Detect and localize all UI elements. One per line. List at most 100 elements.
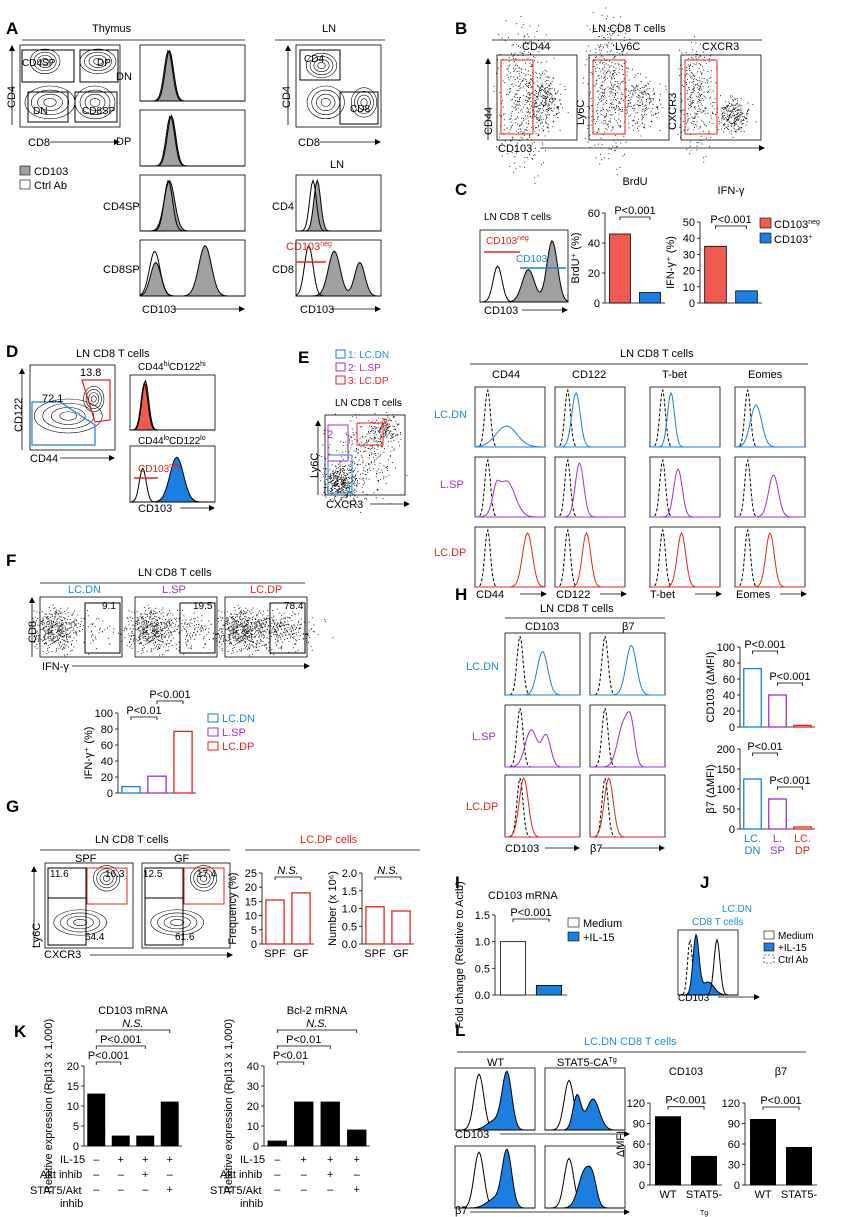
event-dot: [700, 83, 702, 85]
arrowhead-icon: [404, 501, 410, 507]
event-dot: [165, 618, 167, 620]
event-dot: [625, 112, 627, 114]
event-dot: [151, 639, 153, 641]
event-dot: [204, 643, 206, 645]
event-dot: [323, 618, 325, 620]
event-dot: [737, 119, 739, 121]
event-dot: [272, 620, 274, 622]
event-dot: [650, 126, 652, 128]
event-dot: [548, 94, 550, 96]
event-dot: [150, 651, 152, 653]
event-dot: [273, 621, 274, 623]
event-dot: [145, 633, 147, 635]
event-dot: [38, 625, 40, 627]
event-dot: [344, 479, 346, 481]
event-dot: [60, 635, 62, 637]
event-dot: [594, 68, 596, 70]
event-dot: [600, 70, 602, 72]
event-dot: [374, 426, 376, 428]
event-dot: [518, 67, 520, 69]
event-dot: [332, 473, 334, 475]
event-dot: [635, 103, 637, 105]
event-dot: [56, 632, 58, 633]
event-dot: [700, 94, 702, 96]
event-dot: [338, 474, 340, 476]
event-dot: [617, 97, 619, 99]
event-dot: [598, 35, 600, 37]
gate: [144, 897, 184, 946]
event-dot: [281, 625, 283, 627]
event-dot: [690, 72, 692, 73]
event-dot: [551, 94, 553, 96]
event-dot: [525, 129, 527, 130]
event-dot: [333, 498, 335, 500]
event-dot: [349, 501, 351, 503]
event-dot: [602, 115, 604, 117]
event-dot: [540, 62, 542, 64]
event-dot: [75, 624, 77, 626]
event-dot: [726, 126, 728, 128]
event-dot: [359, 414, 361, 416]
event-dot: [618, 102, 620, 104]
event-dot: [622, 93, 624, 95]
event-dot: [377, 437, 379, 439]
event-dot: [350, 469, 352, 471]
event-dot: [247, 630, 249, 632]
event-dot: [232, 648, 234, 649]
event-dot: [524, 104, 526, 106]
event-dot: [36, 630, 38, 632]
event-dot: [166, 644, 168, 646]
event-dot: [289, 617, 291, 618]
event-dot: [605, 122, 607, 124]
event-dot: [79, 623, 81, 625]
event-dot: [690, 96, 692, 98]
event-dot: [704, 56, 705, 58]
event-dot: [683, 113, 685, 115]
event-dot: [378, 429, 380, 431]
event-dot: [200, 630, 202, 632]
event-dot: [309, 637, 311, 639]
event-dot: [230, 638, 232, 640]
event-dot: [280, 646, 282, 648]
event-dot: [655, 112, 656, 114]
event-dot: [363, 445, 365, 447]
event-dot: [237, 626, 239, 628]
event-dot: [227, 651, 229, 653]
event-dot: [529, 94, 531, 95]
event-dot: [534, 57, 536, 59]
gate: [79, 49, 119, 83]
event-dot: [701, 98, 703, 100]
event-dot: [600, 110, 602, 112]
event-dot: [380, 479, 382, 481]
plot-frame: [649, 386, 721, 448]
event-dot: [615, 93, 617, 94]
event-dot: [230, 630, 232, 632]
event-dot: [262, 627, 263, 629]
event-dot: [686, 113, 688, 115]
event-dot: [174, 630, 176, 632]
event-dot: [348, 451, 350, 453]
event-dot: [374, 438, 376, 440]
event-dot: [389, 425, 391, 427]
event-dot: [544, 135, 546, 137]
event-dot: [686, 83, 687, 85]
event-dot: [619, 120, 621, 122]
event-dot: [499, 54, 501, 56]
event-dot: [65, 622, 67, 623]
event-dot: [721, 107, 723, 109]
event-dot: [533, 128, 534, 130]
event-dot: [625, 106, 627, 108]
event-dot: [373, 426, 375, 428]
event-dot: [281, 622, 283, 624]
category-label: LC.: [744, 833, 761, 845]
event-dot: [38, 639, 40, 641]
event-dot: [232, 650, 234, 651]
event-dot: [326, 490, 328, 492]
event-dot: [741, 127, 743, 129]
event-dot: [134, 643, 136, 645]
event-dot: [245, 631, 247, 633]
event-dot: [523, 106, 525, 108]
event-dot: [743, 119, 745, 121]
event-dot: [695, 84, 697, 85]
event-dot: [60, 624, 62, 626]
